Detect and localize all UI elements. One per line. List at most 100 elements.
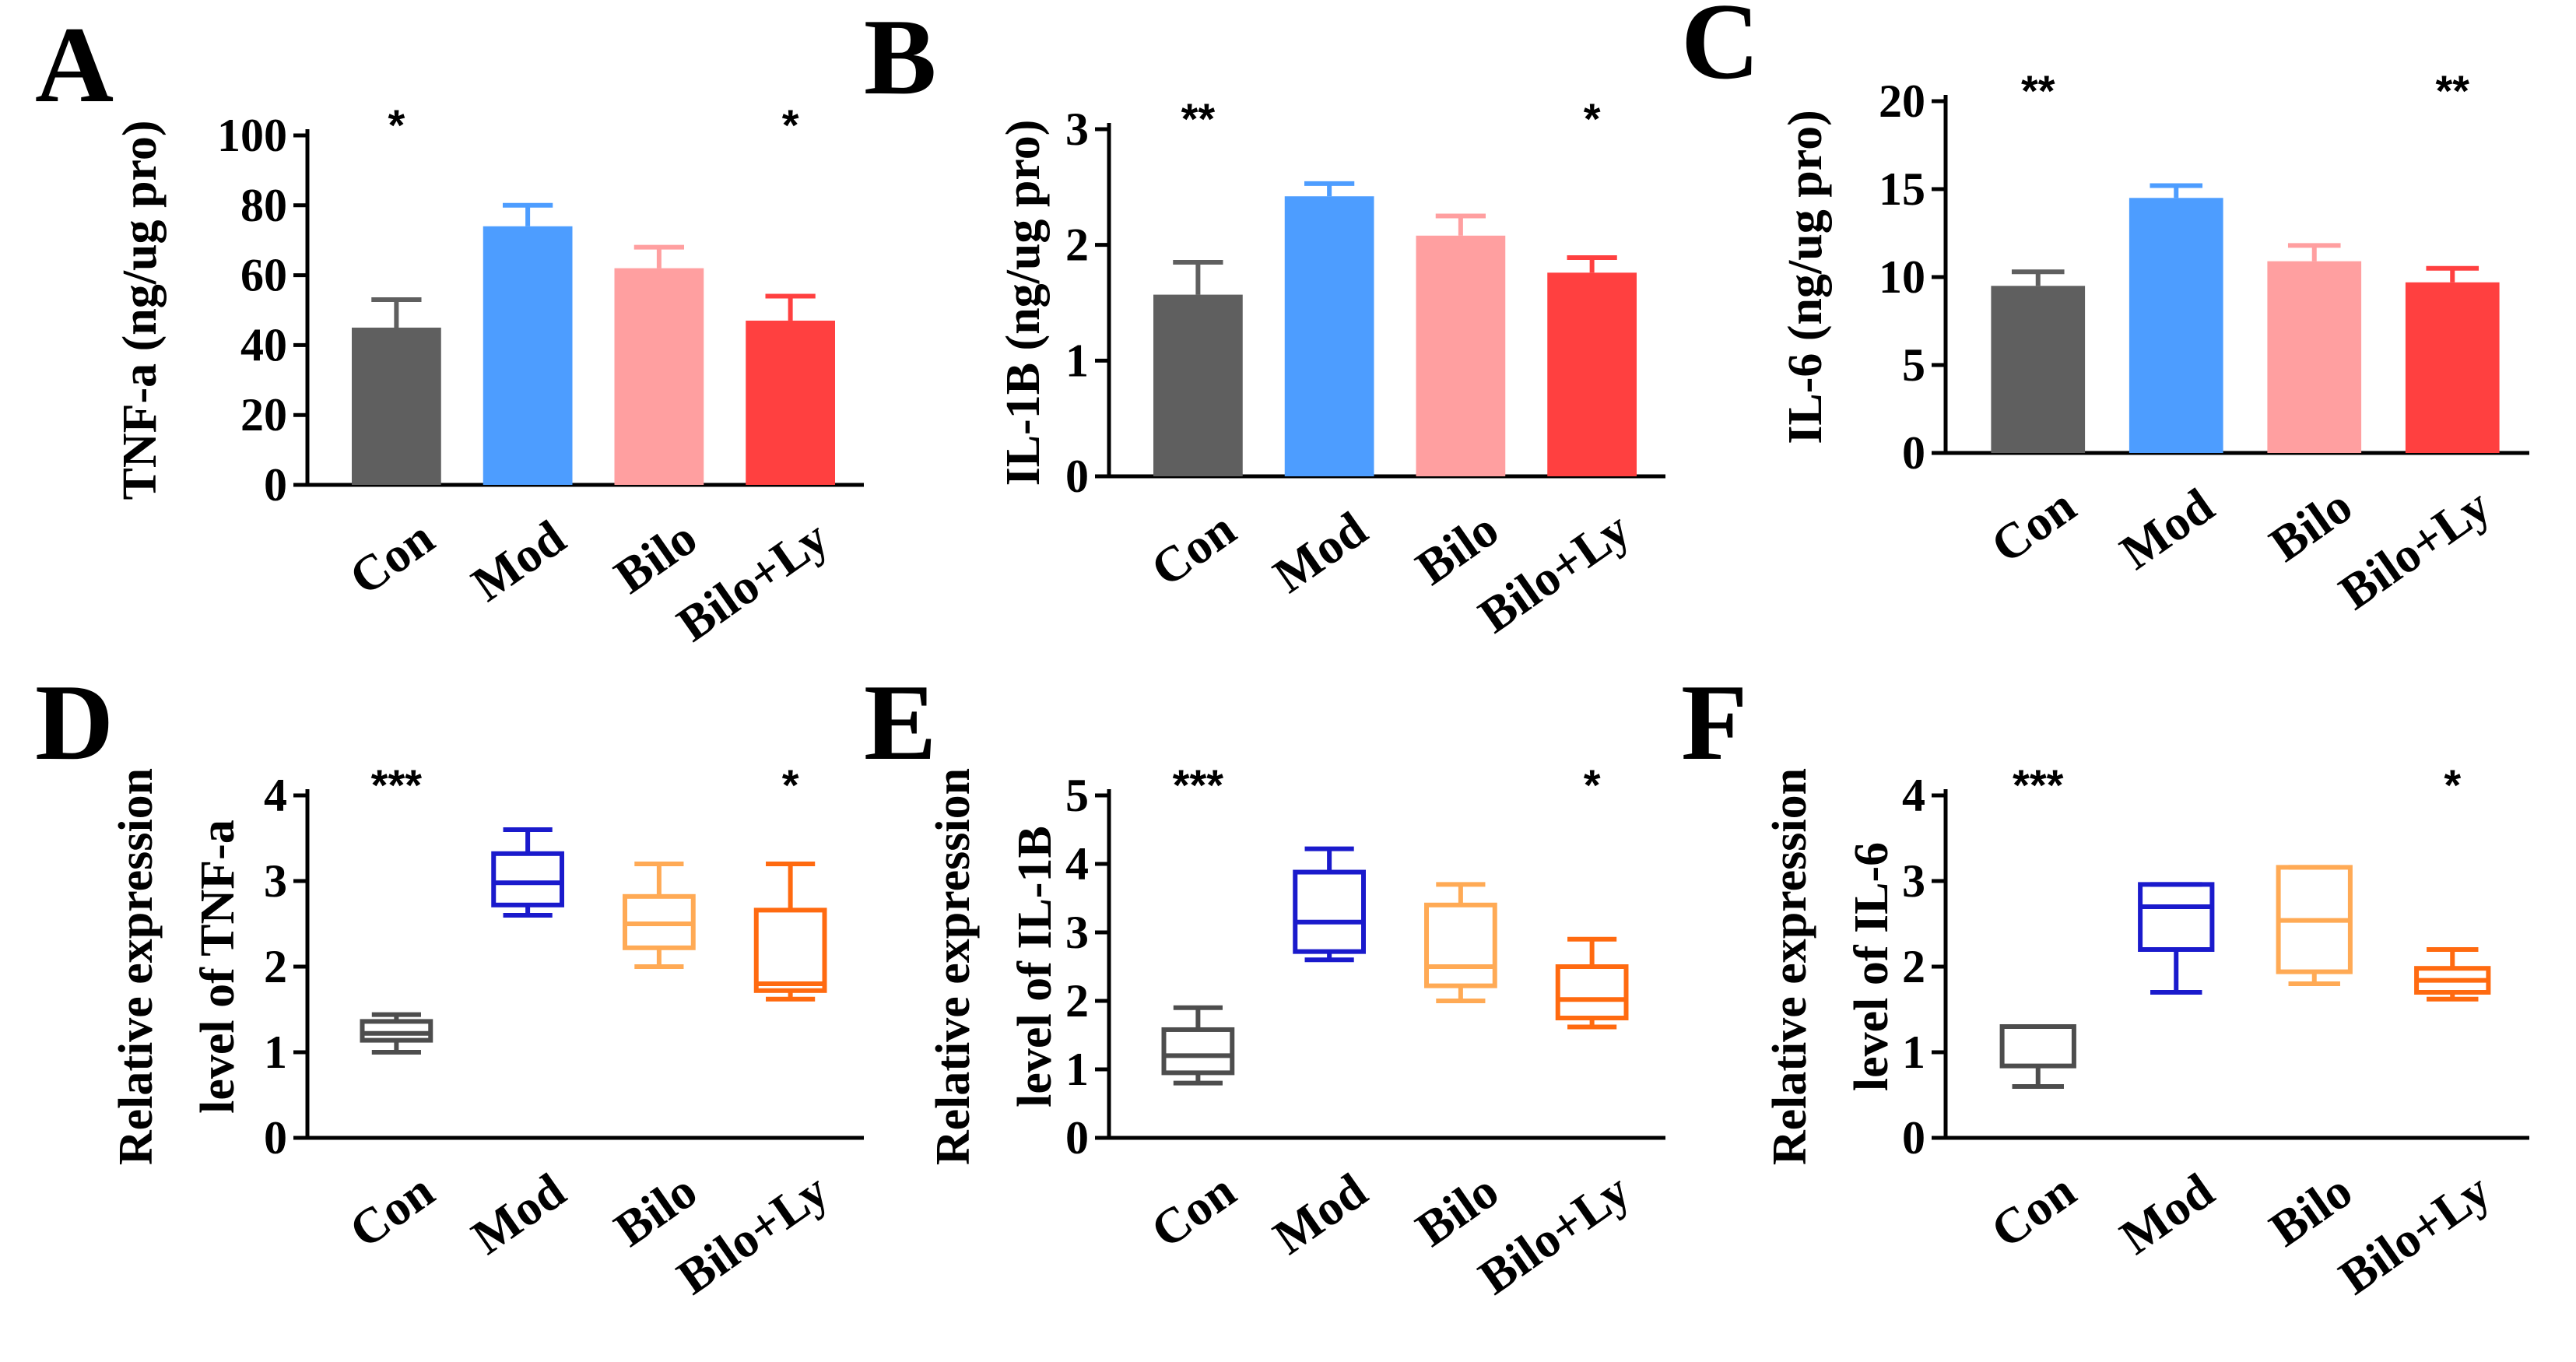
y-axis-label: TNF-a (ng/ug pro): [114, 120, 167, 500]
bar-mod: [1284, 196, 1374, 476]
panel-label: F: [1681, 662, 1748, 783]
box-mod: [1293, 846, 1366, 963]
category-label: Con: [1141, 501, 1245, 597]
category-label: Bilo: [2260, 478, 2362, 572]
category-label: Bilo+Ly: [2329, 478, 2500, 620]
box-iqr: [753, 907, 827, 993]
category-label: Bilo+Ly: [2329, 1163, 2500, 1305]
y-tick-label: 3: [1065, 104, 1089, 155]
box-iqr: [491, 851, 564, 907]
panel-label: A: [35, 5, 114, 125]
y-tick-label: 20: [1879, 75, 1925, 127]
category-label: Mod: [1263, 501, 1377, 604]
box-bilo-ly: [2414, 947, 2491, 1002]
y-tick-label: 15: [1879, 163, 1925, 215]
box-bilo-ly: [753, 862, 827, 1002]
y-tick-label: 100: [217, 110, 287, 161]
significance-mark: *: [782, 100, 799, 149]
significance-mark: ***: [2013, 760, 2064, 809]
y-axis-label: Relative expression: [927, 768, 980, 1165]
bar-mod: [2129, 198, 2223, 454]
panel-a: A 0 20 40 60 80 100 TNF-a (ng/ug pro) * * Con Mod Bi…: [35, 5, 864, 652]
y-tick-label: 2: [1902, 941, 1925, 992]
category-label: Bilo: [2260, 1163, 2362, 1257]
category-label: Bilo+Ly: [1469, 1163, 1639, 1305]
box-iqr: [2138, 882, 2215, 953]
y-axis-label: Relative expression: [1764, 768, 1816, 1165]
box-iqr: [1999, 1024, 2076, 1069]
category-label: Con: [1141, 1163, 1245, 1258]
category-label: Bilo+Ly: [667, 510, 837, 652]
y-tick-label: 0: [1902, 427, 1925, 479]
box-iqr: [1293, 869, 1366, 954]
y-tick-label: 5: [1065, 770, 1089, 821]
y-tick-label: 3: [1902, 855, 1925, 907]
y-tick-label: 2: [264, 941, 287, 992]
panel-label: B: [864, 0, 936, 118]
y-tick-label: 4: [264, 770, 287, 821]
significance-mark: *: [782, 760, 799, 809]
significance-mark: ***: [1173, 760, 1224, 809]
significance-mark: **: [1181, 94, 1216, 143]
y-tick-label: 0: [1065, 1112, 1089, 1164]
category-label: Mod: [2111, 1163, 2224, 1265]
y-tick-label: 0: [1902, 1112, 1925, 1164]
significance-mark: *: [1584, 94, 1601, 143]
y-axis-label: level of IL-6: [1845, 842, 1898, 1091]
panel-e: E 0 1 2 3 4 5 Relative expression level of IL-1B…: [864, 662, 1665, 1305]
y-tick-label: 4: [1902, 770, 1925, 821]
box-mod: [2138, 882, 2215, 995]
bar-bilo-ly: [1547, 272, 1637, 476]
y-tick-label: 40: [240, 319, 287, 370]
significance-mark: **: [2021, 66, 2055, 115]
box-con: [1161, 1005, 1235, 1086]
y-tick-label: 5: [1902, 339, 1925, 391]
panel-d: D 0 1 2 3 4 Relative expression level of TNF-a *…: [35, 662, 864, 1305]
significance-mark: *: [1584, 760, 1601, 809]
y-axis-label: IL-6 (ng/ug pro): [1779, 110, 1832, 444]
y-tick-label: 0: [264, 459, 287, 511]
y-axis-label: Relative expression: [110, 768, 163, 1165]
y-tick-label: 1: [1065, 335, 1089, 386]
box-iqr: [1555, 964, 1629, 1020]
significance-mark: **: [2435, 66, 2469, 115]
y-tick-label: 1: [1902, 1027, 1925, 1078]
bar-bilo: [1416, 235, 1506, 476]
panel-label: E: [864, 662, 936, 783]
y-tick-label: 4: [1065, 838, 1089, 890]
box-mod: [491, 827, 564, 918]
box-bilo: [2276, 865, 2353, 986]
bar-bilo-ly: [2405, 282, 2500, 453]
box-iqr: [1161, 1027, 1235, 1076]
y-tick-label: 0: [1065, 451, 1089, 502]
y-tick-label: 60: [240, 250, 287, 301]
y-tick-label: 20: [240, 389, 287, 441]
panel-c: C 0 5 10 15 20 IL-6 (ng/ug pro) ** ** Con Mod BiloB…: [1681, 0, 2529, 620]
significance-mark: *: [2444, 760, 2461, 809]
y-tick-label: 3: [1065, 907, 1089, 958]
y-tick-label: 3: [264, 855, 287, 907]
box-bilo-ly: [1555, 936, 1629, 1030]
y-tick-label: 80: [240, 180, 287, 231]
bar-con: [1153, 294, 1243, 476]
y-tick-label: 1: [264, 1027, 287, 1078]
category-label: Mod: [1263, 1163, 1377, 1265]
category-label: Con: [339, 1163, 444, 1258]
y-tick-label: 2: [1065, 975, 1089, 1027]
category-label: Con: [1981, 1163, 2086, 1258]
box-bilo: [623, 862, 696, 969]
bar-con: [1991, 286, 2086, 453]
bar-bilo-ly: [746, 320, 835, 485]
bar-mod: [483, 226, 573, 485]
box-iqr: [360, 1019, 433, 1043]
category-label: Con: [339, 510, 444, 606]
category-label: Con: [1981, 478, 2086, 574]
box-con: [360, 1012, 433, 1055]
panel-label: D: [35, 662, 114, 783]
category-label: Bilo+Ly: [1469, 501, 1639, 644]
box-iqr: [1424, 902, 1497, 988]
category-label: Mod: [462, 1163, 575, 1265]
bar-bilo: [2267, 261, 2362, 453]
